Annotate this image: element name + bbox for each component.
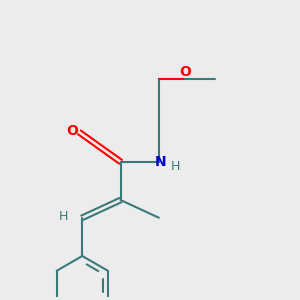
Text: H: H <box>170 160 180 173</box>
Text: N: N <box>154 155 166 169</box>
Text: O: O <box>66 124 78 138</box>
Text: O: O <box>179 65 191 79</box>
Text: H: H <box>58 210 68 223</box>
